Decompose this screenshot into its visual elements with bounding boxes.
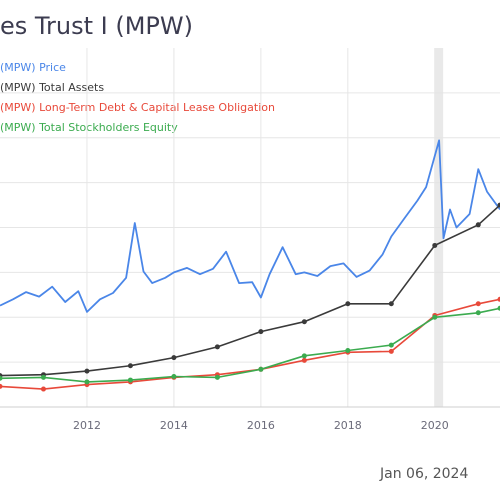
series-line-1: [0, 204, 500, 377]
x-tick-label-2016: 2016: [247, 419, 275, 432]
series-1-point-11: [475, 222, 481, 228]
series-3-point-0: [0, 375, 3, 381]
series-2-point-11: [475, 301, 481, 307]
legend-item-total-assets[interactable]: (MPW) Total Assets: [0, 81, 105, 94]
series-1-point-8: [345, 301, 351, 307]
chart-legend: (MPW) Price (MPW) Total Assets (MPW) Lon…: [0, 58, 275, 138]
series-2-point-9: [388, 348, 394, 354]
series-3-point-12: [497, 305, 500, 311]
series-3-point-8: [345, 347, 351, 353]
highlight-band: [435, 48, 444, 407]
series-1-point-12: [497, 202, 500, 208]
legend-item-stockholders-equity[interactable]: (MPW) Total Stockholders Equity: [0, 121, 178, 134]
legend-item-long-term-debt[interactable]: (MPW) Long-Term Debt & Capital Lease Obl…: [0, 101, 275, 114]
series-line-3: [0, 307, 500, 383]
series-1-point-3: [127, 363, 133, 369]
x-tick-label-2012: 2012: [73, 419, 101, 432]
series-1-point-9: [388, 301, 394, 307]
series-2-point-0: [0, 383, 3, 389]
series-1-point-7: [301, 319, 307, 325]
series-3-point-6: [258, 366, 264, 372]
series-3-point-2: [84, 379, 90, 385]
series-1-point-10: [432, 242, 438, 248]
series-line-0: [0, 139, 500, 313]
series-1-point-5: [214, 344, 220, 350]
date-label: Jan 06, 2024: [380, 466, 469, 482]
series-1-point-2: [84, 368, 90, 374]
series-3-point-3: [127, 377, 133, 383]
series-3-point-5: [214, 374, 220, 380]
x-tick-label-2020: 2020: [421, 419, 449, 432]
series-3-point-11: [475, 310, 481, 316]
series-2-point-7: [301, 357, 307, 363]
legend-item-price[interactable]: (MPW) Price: [0, 61, 66, 74]
series-2-point-1: [40, 386, 46, 392]
series-3-point-9: [388, 342, 394, 348]
series-3-point-7: [301, 353, 307, 359]
series-3-point-10: [432, 314, 438, 320]
series-line-2: [0, 298, 500, 390]
x-tick-label-2014: 2014: [160, 419, 188, 432]
series-1-point-6: [258, 329, 264, 335]
series-3-point-4: [171, 373, 177, 379]
series-3-point-1: [40, 374, 46, 380]
x-tick-label-2018: 2018: [334, 419, 362, 432]
series-1-point-4: [171, 355, 177, 361]
series-2-point-12: [497, 296, 500, 302]
chart-title: es Trust I (MPW): [0, 12, 193, 40]
